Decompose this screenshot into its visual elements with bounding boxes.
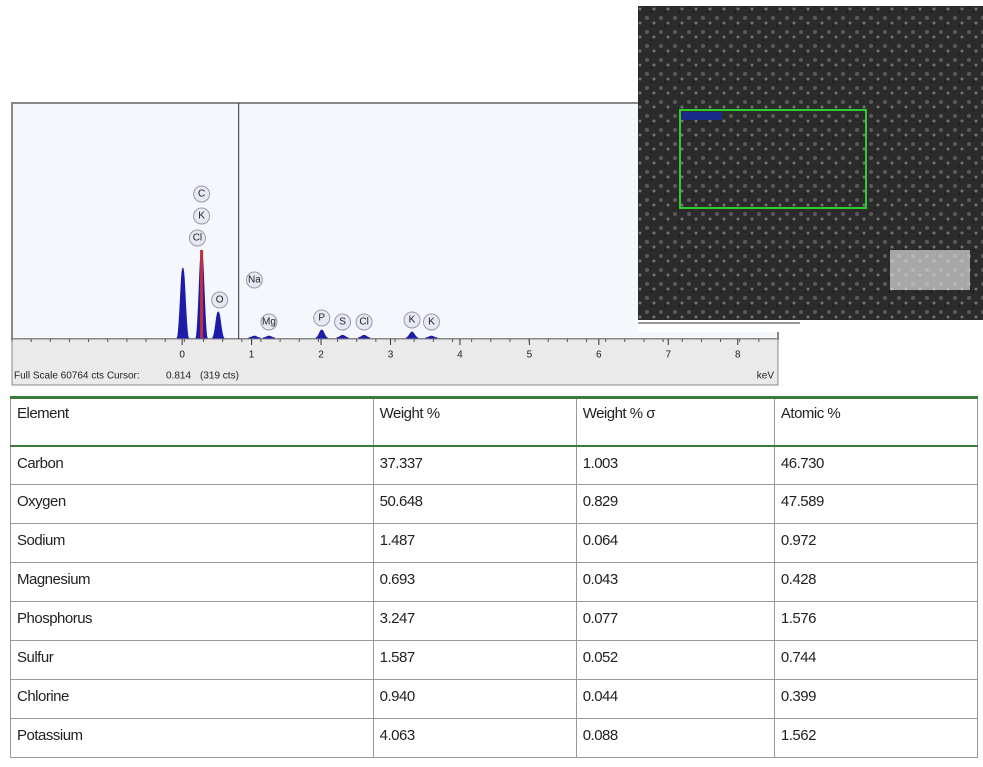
peak-label: K xyxy=(428,317,435,328)
table-cell: 1.487 xyxy=(373,524,576,563)
peak-label: P xyxy=(318,313,325,324)
table-cell: 1.576 xyxy=(774,602,977,641)
x-tick-label: 5 xyxy=(527,350,533,361)
table-cell: Oxygen xyxy=(11,485,374,524)
peak-label: K xyxy=(198,211,205,222)
table-cell: 37.337 xyxy=(373,446,576,485)
page: 012345678ClKCONaMgPSClKKFull Scale 60764… xyxy=(0,0,983,767)
x-tick-label: 1 xyxy=(249,350,255,361)
table-cell: Sulfur xyxy=(11,641,374,680)
x-unit: keV xyxy=(757,371,775,382)
footer-text: Full Scale 60764 cts Cursor: xyxy=(14,371,140,382)
sem-image xyxy=(638,6,983,332)
table-cell: 50.648 xyxy=(373,485,576,524)
table-cell: 1.003 xyxy=(576,446,774,485)
table-cell: 0.052 xyxy=(576,641,774,680)
table-cell: Phosphorus xyxy=(11,602,374,641)
peak-label: O xyxy=(216,295,224,306)
table-cell: Magnesium xyxy=(11,563,374,602)
peak-label: C xyxy=(198,189,205,200)
x-tick-label: 2 xyxy=(318,350,324,361)
table-cell: 0.744 xyxy=(774,641,977,680)
table-cell: Sodium xyxy=(11,524,374,563)
table-cell: Weight % xyxy=(373,398,576,446)
table-cell: Carbon xyxy=(11,446,374,485)
table-cell: 0.043 xyxy=(576,563,774,602)
table-cell: 0.399 xyxy=(774,680,977,719)
cursor-counts: (319 cts) xyxy=(200,371,239,382)
table-cell: 0.077 xyxy=(576,602,774,641)
table-cell: Potassium xyxy=(11,719,374,758)
x-tick-label: 3 xyxy=(388,350,394,361)
table-cell: 0.064 xyxy=(576,524,774,563)
peak-label: Na xyxy=(248,275,261,286)
table-cell: 0.972 xyxy=(774,524,977,563)
cursor-value: 0.814 xyxy=(166,371,191,382)
table-cell: 0.693 xyxy=(373,563,576,602)
table-cell: 1.562 xyxy=(774,719,977,758)
table-cell: Weight % σ xyxy=(576,398,774,446)
table-cell: 0.428 xyxy=(774,563,977,602)
peak-label: Mg xyxy=(262,317,276,328)
peak-label: S xyxy=(339,317,346,328)
peak-label: K xyxy=(409,315,416,326)
table-cell: 1.587 xyxy=(373,641,576,680)
table-cell: Chlorine xyxy=(11,680,374,719)
table-cell: 47.589 xyxy=(774,485,977,524)
x-tick-label: 0 xyxy=(179,350,185,361)
x-tick-label: 8 xyxy=(735,350,741,361)
table-cell: 3.247 xyxy=(373,602,576,641)
table-cell: 0.829 xyxy=(576,485,774,524)
table-cell: 46.730 xyxy=(774,446,977,485)
peak-label: Cl xyxy=(359,317,368,328)
x-tick-label: 7 xyxy=(665,350,671,361)
peak-label: Cl xyxy=(193,233,202,244)
table-cell: 0.088 xyxy=(576,719,774,758)
table-cell: 4.063 xyxy=(373,719,576,758)
x-tick-label: 4 xyxy=(457,350,463,361)
table-cell: 0.044 xyxy=(576,680,774,719)
x-tick-label: 6 xyxy=(596,350,602,361)
table-cell: Atomic % xyxy=(774,398,977,446)
table-cell: 0.940 xyxy=(373,680,576,719)
table-cell: Element xyxy=(11,398,374,446)
